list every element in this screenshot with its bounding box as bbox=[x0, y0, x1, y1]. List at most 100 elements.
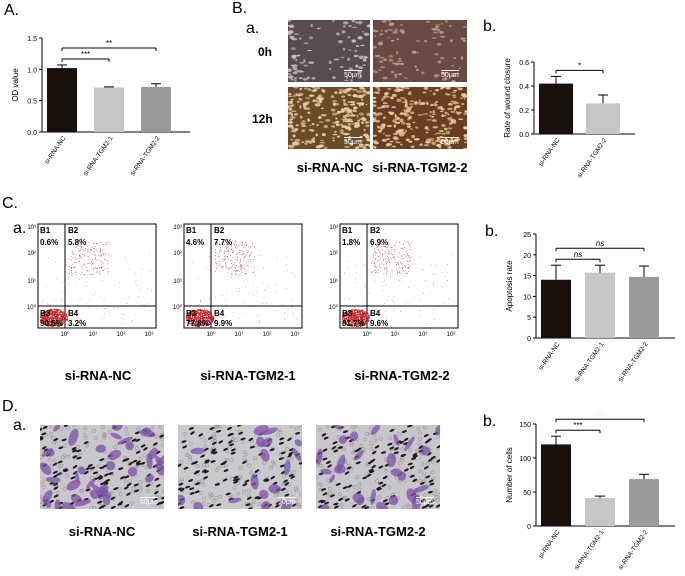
cell bbox=[292, 56, 296, 60]
event-dot bbox=[350, 318, 352, 321]
event-dot bbox=[343, 317, 345, 319]
membrane-pore bbox=[353, 425, 358, 429]
membrane-pore bbox=[400, 447, 405, 452]
event-dot bbox=[382, 254, 384, 256]
cell bbox=[446, 127, 453, 130]
cell bbox=[343, 107, 348, 111]
pore-mark bbox=[198, 433, 203, 437]
event-dot bbox=[149, 270, 151, 272]
membrane-pore bbox=[436, 435, 440, 439]
pore-mark bbox=[230, 451, 236, 455]
event-dot bbox=[50, 324, 52, 326]
cell bbox=[291, 54, 297, 58]
y-tick-label: 25 bbox=[523, 232, 531, 239]
event-dot bbox=[245, 241, 247, 243]
event-dot bbox=[239, 249, 241, 251]
x-tick-label: si-RNA-NC bbox=[537, 529, 561, 560]
cell bbox=[317, 115, 322, 120]
cell bbox=[348, 49, 352, 51]
event-dot bbox=[235, 240, 237, 242]
event-dot bbox=[245, 286, 247, 288]
event-dot bbox=[401, 268, 403, 270]
event-dot bbox=[231, 260, 233, 262]
pore-mark bbox=[436, 445, 440, 449]
event-dot bbox=[226, 248, 228, 250]
event-dot bbox=[226, 289, 228, 291]
stained-cell bbox=[356, 496, 365, 506]
stained-cell bbox=[156, 455, 164, 466]
event-dot bbox=[234, 245, 236, 247]
membrane-pore bbox=[271, 460, 276, 465]
event-dot bbox=[44, 320, 46, 323]
stained-cell bbox=[250, 473, 259, 490]
event-dot bbox=[254, 246, 256, 248]
cell bbox=[289, 118, 294, 121]
cell bbox=[352, 26, 358, 28]
cell bbox=[382, 76, 388, 80]
event-dot bbox=[189, 317, 191, 319]
event-dot bbox=[391, 258, 393, 260]
cell bbox=[318, 121, 324, 123]
event-dot bbox=[355, 282, 357, 284]
y-tick-label: 150 bbox=[519, 422, 531, 429]
stained-cell bbox=[261, 501, 271, 509]
membrane-pore bbox=[188, 457, 193, 462]
cell bbox=[358, 66, 364, 69]
event-dot bbox=[193, 314, 195, 316]
cell bbox=[394, 28, 398, 32]
y-tick-label: 0 bbox=[527, 336, 531, 343]
pore-mark bbox=[283, 479, 289, 483]
event-dot bbox=[225, 267, 227, 269]
event-dot bbox=[367, 314, 369, 316]
event-dot bbox=[201, 323, 203, 325]
stained-cell bbox=[68, 428, 79, 446]
event-dot bbox=[362, 324, 364, 326]
stained-cell bbox=[280, 500, 292, 509]
event-dot bbox=[41, 313, 43, 316]
event-dot bbox=[77, 240, 79, 242]
event-dot bbox=[225, 262, 227, 264]
cell bbox=[288, 24, 290, 27]
event-dot bbox=[380, 243, 382, 245]
membrane-pore bbox=[117, 486, 122, 491]
cell bbox=[454, 87, 459, 89]
event-dot bbox=[212, 319, 214, 321]
pore-mark bbox=[72, 465, 78, 469]
event-dot bbox=[355, 318, 358, 321]
membrane-pore bbox=[123, 479, 128, 484]
event-dot bbox=[219, 250, 221, 252]
event-dot bbox=[224, 256, 226, 258]
event-dot bbox=[94, 246, 96, 248]
event-dot bbox=[406, 250, 408, 252]
event-dot bbox=[81, 241, 83, 243]
membrane-pore bbox=[50, 436, 55, 441]
cell bbox=[315, 124, 320, 126]
event-dot bbox=[291, 306, 293, 308]
event-dot bbox=[53, 315, 55, 317]
membrane-pore bbox=[40, 503, 43, 507]
event-dot bbox=[379, 255, 381, 257]
event-dot bbox=[386, 266, 388, 268]
membrane-pore bbox=[253, 456, 257, 460]
event-dot bbox=[246, 279, 248, 281]
cell bbox=[408, 140, 413, 143]
cell bbox=[298, 77, 303, 80]
membrane-pore bbox=[363, 437, 368, 442]
y-tick-label: 10² bbox=[27, 251, 36, 257]
event-dot bbox=[240, 266, 242, 268]
event-dot bbox=[216, 312, 218, 314]
pore-mark bbox=[100, 482, 105, 486]
event-dot bbox=[75, 254, 77, 256]
pore-mark bbox=[58, 446, 64, 449]
event-dot bbox=[209, 312, 211, 315]
event-dot bbox=[225, 257, 227, 259]
cell bbox=[344, 132, 350, 136]
event-dot bbox=[190, 320, 193, 322]
cell bbox=[405, 138, 410, 141]
cell bbox=[423, 87, 429, 90]
stained-cell bbox=[46, 476, 61, 483]
event-dot bbox=[99, 251, 101, 253]
cell bbox=[358, 112, 365, 116]
event-dot bbox=[54, 325, 56, 327]
y-tick-label: 10³ bbox=[173, 225, 182, 231]
